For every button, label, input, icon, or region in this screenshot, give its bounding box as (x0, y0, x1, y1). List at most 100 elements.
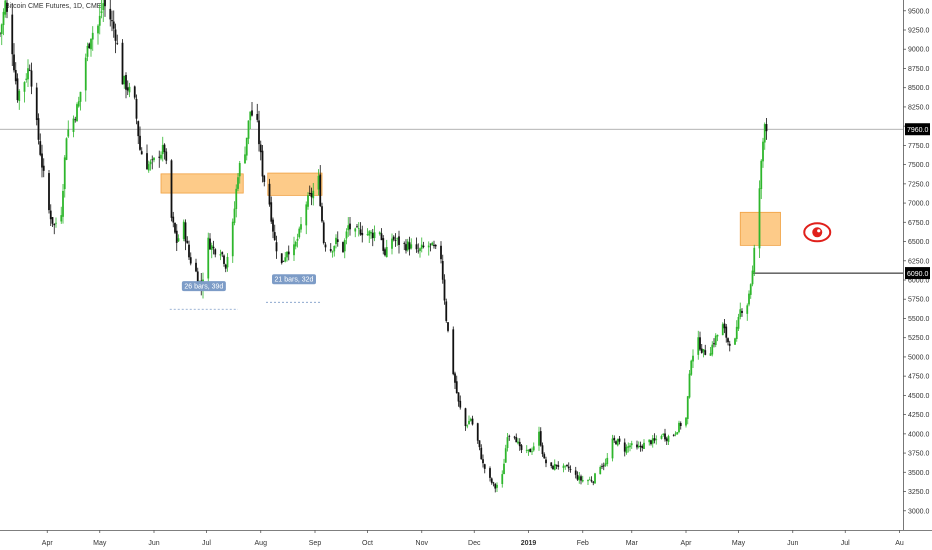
candle-down[interactable] (555, 464, 558, 466)
candle-up[interactable] (625, 446, 628, 453)
candle-up[interactable] (128, 86, 131, 93)
candle-up[interactable] (637, 446, 640, 448)
candle-up[interactable] (737, 317, 740, 329)
candle-up[interactable] (660, 435, 663, 439)
candle-down[interactable] (518, 441, 521, 447)
candle-down[interactable] (273, 232, 276, 241)
candle-down[interactable] (679, 423, 682, 427)
candle-down[interactable] (170, 160, 173, 218)
candle-down[interactable] (53, 223, 56, 226)
candle-down[interactable] (641, 446, 644, 449)
candle-down[interactable] (415, 244, 418, 250)
candle-down[interactable] (529, 448, 532, 453)
candle-up[interactable] (72, 118, 75, 132)
candle-up[interactable] (643, 442, 645, 449)
candle-up[interactable] (763, 124, 766, 143)
candle-up[interactable] (177, 238, 180, 242)
candle-up[interactable] (431, 242, 434, 246)
candle-up[interactable] (296, 238, 299, 241)
candle-down[interactable] (256, 113, 259, 120)
candle-up[interactable] (354, 228, 357, 232)
candle-up[interactable] (226, 257, 229, 268)
candle-up[interactable] (25, 78, 28, 80)
candle-down[interactable] (492, 482, 495, 484)
candle-up[interactable] (685, 417, 687, 426)
candle-up[interactable] (219, 254, 222, 256)
candle-up[interactable] (333, 245, 336, 252)
candle-down[interactable] (550, 462, 553, 467)
candle-up[interactable] (538, 431, 540, 446)
candle-down[interactable] (557, 465, 560, 467)
candle-up[interactable] (702, 349, 705, 352)
candle-down[interactable] (508, 435, 511, 437)
candle-down[interactable] (189, 257, 192, 264)
candle-up[interactable] (527, 449, 530, 452)
candle-up[interactable] (90, 38, 92, 50)
candle-up[interactable] (233, 208, 236, 223)
candle-down[interactable] (6, 2, 8, 12)
candle-up[interactable] (517, 441, 519, 444)
candle-up[interactable] (503, 463, 505, 475)
candle-down[interactable] (699, 337, 701, 350)
candle-down[interactable] (0, 33, 1, 35)
candle-down[interactable] (454, 373, 456, 383)
candle-down[interactable] (483, 464, 486, 469)
candle-down[interactable] (121, 42, 124, 85)
candle-down[interactable] (268, 183, 271, 205)
candle-up[interactable] (735, 326, 738, 339)
candle-up[interactable] (599, 466, 602, 475)
candle-down[interactable] (441, 261, 444, 280)
candle-down[interactable] (214, 249, 217, 255)
candle-down[interactable] (51, 217, 54, 224)
candle-down[interactable] (125, 74, 127, 90)
candle-down[interactable] (665, 438, 668, 441)
candle-down[interactable] (270, 202, 273, 222)
candle-down[interactable] (429, 243, 432, 245)
candle-up[interactable] (762, 141, 764, 162)
candle-down[interactable] (490, 478, 493, 483)
candle-down[interactable] (336, 239, 339, 243)
candle-down[interactable] (109, 8, 112, 20)
candle-up[interactable] (630, 443, 633, 446)
candle-down[interactable] (35, 87, 38, 120)
candle-up[interactable] (674, 433, 677, 435)
candle-up[interactable] (648, 439, 651, 443)
candle-up[interactable] (721, 324, 724, 336)
candle-up[interactable] (711, 344, 714, 355)
candle-down[interactable] (580, 476, 582, 481)
candle-up[interactable] (60, 215, 63, 222)
candle-down[interactable] (398, 236, 400, 245)
candle-down[interactable] (447, 322, 449, 331)
candle-up[interactable] (4, 0, 7, 15)
candle-up[interactable] (655, 439, 658, 441)
candle-down[interactable] (275, 242, 278, 252)
candle-up[interactable] (345, 231, 348, 239)
candle-up[interactable] (594, 473, 596, 484)
candle-up[interactable] (504, 448, 507, 463)
candle-down[interactable] (464, 408, 467, 427)
candle-down[interactable] (566, 464, 568, 467)
candle-up[interactable] (581, 479, 584, 482)
candle-up[interactable] (606, 457, 609, 465)
candle-down[interactable] (541, 445, 544, 455)
candle-up[interactable] (317, 175, 320, 190)
candle-up[interactable] (604, 463, 607, 466)
candle-up[interactable] (751, 270, 754, 285)
candle-up[interactable] (147, 164, 150, 171)
candle-up[interactable] (760, 160, 763, 189)
eye-icon[interactable] (803, 222, 832, 243)
candle-up[interactable] (76, 104, 78, 122)
candle-down[interactable] (513, 436, 516, 438)
candle-down[interactable] (28, 69, 31, 71)
candle-down[interactable] (515, 437, 518, 443)
candle-up[interactable] (79, 91, 82, 102)
candle-up[interactable] (406, 241, 409, 251)
candle-down[interactable] (188, 244, 190, 258)
candle-down[interactable] (16, 78, 19, 101)
candle-up[interactable] (307, 195, 309, 207)
candle-up[interactable] (238, 162, 241, 177)
candle-up[interactable] (62, 190, 64, 217)
candle-down[interactable] (359, 229, 362, 235)
candle-up[interactable] (207, 237, 210, 279)
